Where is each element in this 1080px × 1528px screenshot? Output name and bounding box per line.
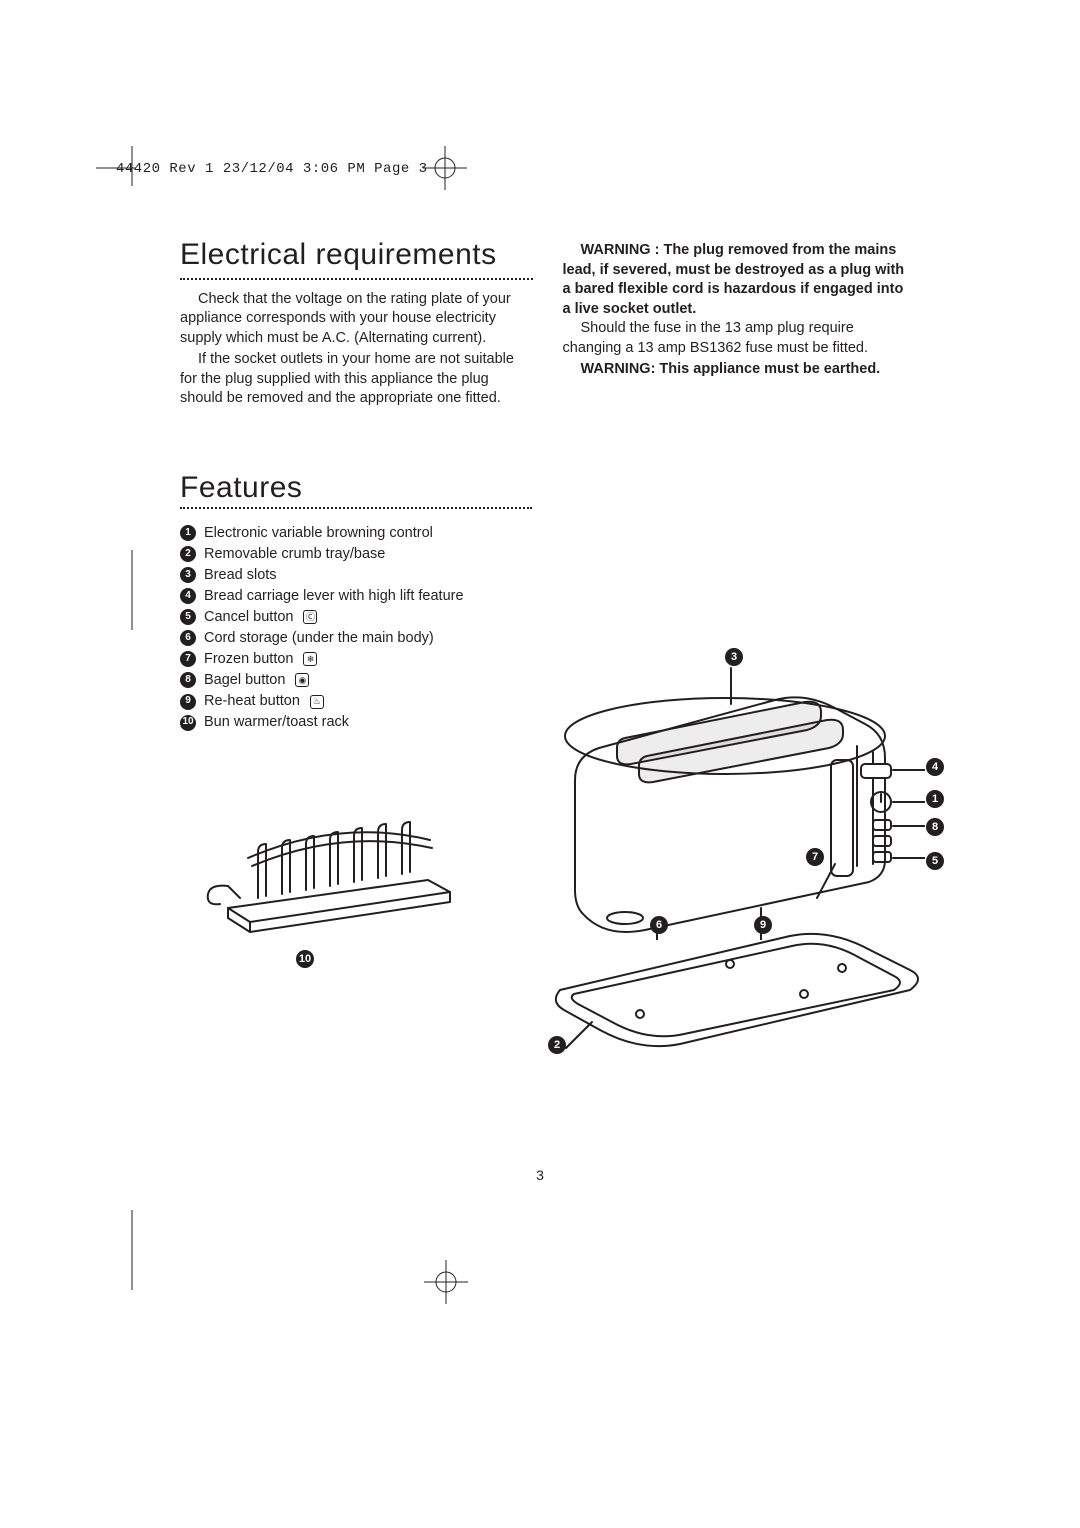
feature-label: Electronic variable browning control <box>204 523 433 544</box>
page-number: 3 <box>0 1167 1080 1183</box>
warning-text: WARNING : The plug removed from the main… <box>563 241 916 319</box>
toaster-diagram <box>535 660 925 940</box>
feature-number: 2 <box>180 546 196 562</box>
feature-item: 2 Removable crumb tray/base <box>180 544 915 565</box>
callout-2: 2 <box>548 1036 566 1054</box>
electrical-section: Electrical requirements Check that the v… <box>180 235 915 411</box>
dotted-rule <box>180 278 533 280</box>
feature-label: Bread carriage lever with high lift feat… <box>204 586 464 607</box>
feature-label: Bread slots <box>204 565 277 586</box>
para: Should the fuse in the 13 amp plug requi… <box>563 319 916 358</box>
callout-9: 9 <box>754 916 772 934</box>
dotted-rule <box>180 507 532 509</box>
para: If the socket outlets in your home are n… <box>180 350 533 409</box>
crumb-tray-diagram <box>530 920 930 1050</box>
feature-number: 3 <box>180 567 196 583</box>
callout-8: 8 <box>926 818 944 836</box>
callout-10: 10 <box>296 950 314 968</box>
features-title: Features <box>180 471 532 505</box>
crop-mark-bc <box>424 1260 468 1304</box>
feature-item: 1 Electronic variable browning control <box>180 523 915 544</box>
feature-number: 1 <box>180 525 196 541</box>
electrical-left-column: Electrical requirements Check that the v… <box>180 235 533 411</box>
feature-label: Removable crumb tray/base <box>204 544 385 565</box>
print-header: 44420 Rev 1 23/12/04 3:06 PM Page 3 <box>116 161 428 177</box>
callout-7: 7 <box>806 848 824 866</box>
callout-3: 3 <box>725 648 743 666</box>
warning-text: WARNING: This appliance must be earthed. <box>563 360 916 380</box>
callout-6: 6 <box>650 916 668 934</box>
diagrams-area: 10 <box>180 620 940 1050</box>
para: Check that the voltage on the rating pla… <box>180 290 533 349</box>
callout-1: 1 <box>926 790 944 808</box>
electrical-title: Electrical requirements <box>180 235 533 276</box>
crop-mark-bl2 <box>96 1210 140 1290</box>
crop-mark-tc <box>423 146 467 190</box>
electrical-right-column: WARNING : The plug removed from the main… <box>563 235 916 411</box>
feature-number: 4 <box>180 588 196 604</box>
crop-mark-ml <box>96 550 140 630</box>
feature-item: 3 Bread slots <box>180 565 915 586</box>
callout-4: 4 <box>926 758 944 776</box>
feature-item: 4 Bread carriage lever with high lift fea… <box>180 586 915 607</box>
callout-5: 5 <box>926 852 944 870</box>
bun-warmer-diagram <box>200 800 480 950</box>
